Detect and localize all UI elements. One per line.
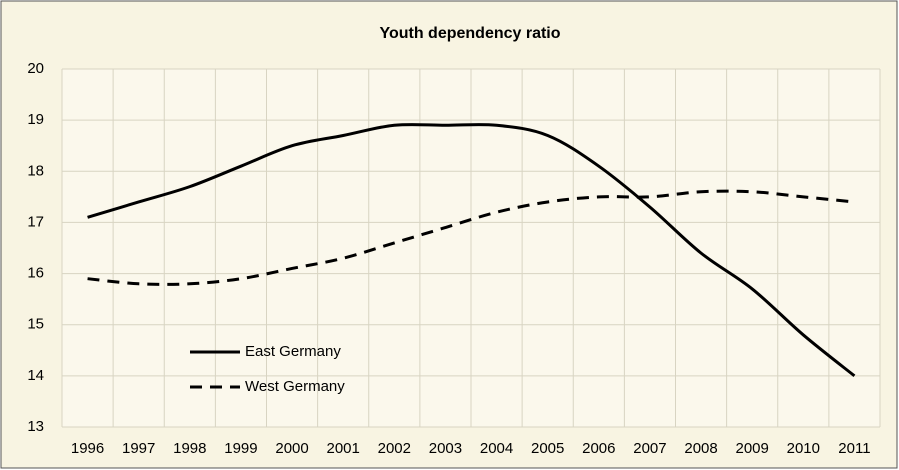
legend-label: East Germany	[245, 343, 341, 360]
x-tick-label: 1998	[173, 440, 206, 457]
y-tick-label: 14	[27, 367, 44, 384]
x-tick-label: 2003	[429, 440, 462, 457]
y-tick-label: 19	[27, 111, 44, 128]
x-tick-label: 2001	[327, 440, 360, 457]
y-tick-label: 15	[27, 316, 44, 333]
x-tick-label: 2004	[480, 440, 513, 457]
x-tick-label: 2005	[531, 440, 564, 457]
x-tick-label: 2008	[684, 440, 717, 457]
x-tick-label: 2009	[736, 440, 769, 457]
series-line	[87, 123, 856, 378]
x-tick-label: 2007	[633, 440, 666, 457]
x-tick-label: 1996	[71, 440, 104, 457]
x-tick-label: 2002	[378, 440, 411, 457]
y-tick-label: 17	[27, 213, 44, 230]
y-tick-label: 16	[27, 265, 44, 282]
x-tick-label: 2006	[582, 440, 615, 457]
x-tick-label: 1997	[122, 440, 155, 457]
x-tick-label: 1999	[224, 440, 257, 457]
y-tick-label: 13	[27, 418, 44, 435]
legend-label: West Germany	[245, 378, 345, 395]
x-tick-label: 2000	[275, 440, 308, 457]
x-tick-label: 2011	[838, 440, 870, 457]
series-line	[87, 189, 855, 286]
x-tick-label: 2010	[787, 440, 820, 457]
y-tick-label: 18	[27, 162, 44, 179]
y-tick-label: 20	[27, 60, 44, 77]
chart-title: Youth dependency ratio	[379, 25, 560, 42]
